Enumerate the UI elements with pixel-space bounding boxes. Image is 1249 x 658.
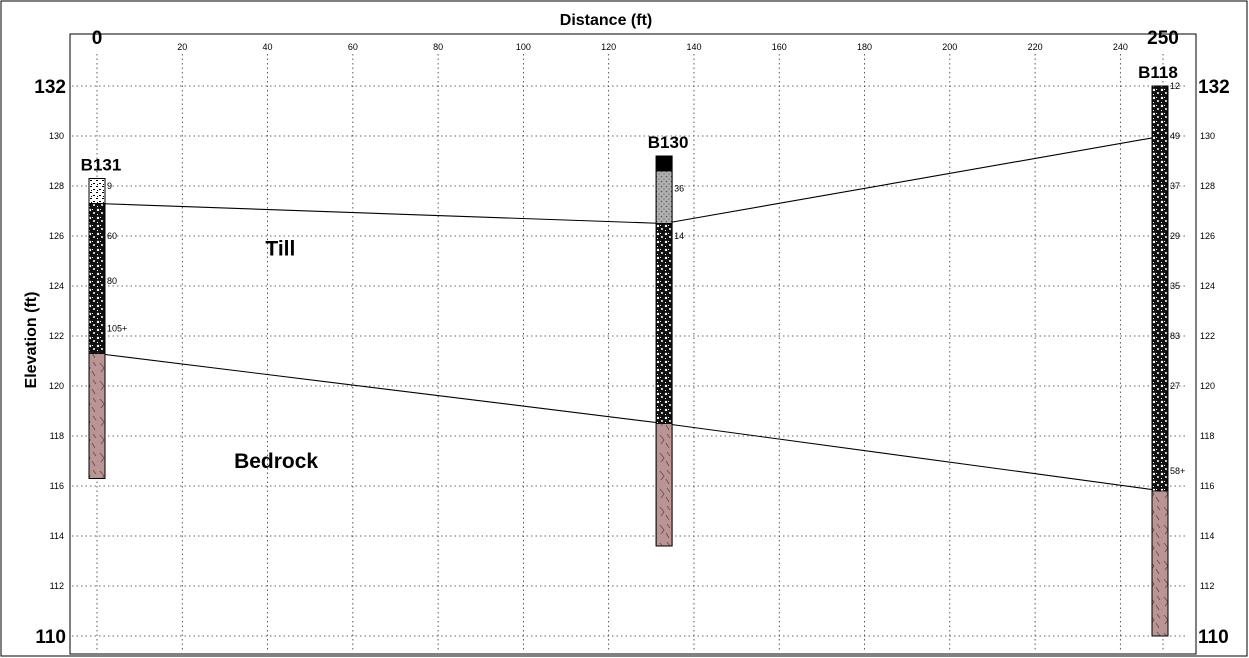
- x-tick-label: 180: [857, 42, 872, 52]
- layer-fill: [89, 179, 105, 204]
- y-tick-label-right: 124: [1200, 281, 1215, 291]
- blow-count-label: 9: [107, 181, 112, 191]
- y-tick-label-left: 112: [50, 581, 64, 591]
- y-axis-title: Elevation (ft): [23, 292, 40, 389]
- y-tick-label-right: 118: [1200, 431, 1214, 441]
- blow-count-label: 36: [674, 184, 684, 194]
- x-tick-label: 160: [772, 42, 787, 52]
- region-label-bedrock: Bedrock: [234, 450, 318, 473]
- y-tick-label-left: 116: [50, 481, 64, 491]
- boring-label: B118: [1138, 63, 1178, 82]
- plot-border: [70, 34, 1196, 654]
- region-label-till: Till: [265, 238, 295, 261]
- layer-till: [656, 224, 672, 424]
- x-tick-label: 100: [516, 42, 531, 52]
- y-end-label-right-bottom: 110: [1198, 627, 1229, 648]
- y-end-label-left-bottom: 110: [35, 627, 66, 648]
- y-tick-label-left: 126: [49, 231, 64, 241]
- blow-count-label: 49: [1170, 131, 1180, 141]
- y-end-label-right-top: 132: [1198, 77, 1230, 98]
- blow-count-label: 35: [1170, 281, 1180, 291]
- y-tick-label-right: 116: [1200, 481, 1214, 491]
- y-tick-label-right: 128: [1200, 181, 1215, 191]
- blow-count-label: 80: [107, 276, 117, 286]
- y-tick-label-right: 126: [1200, 231, 1215, 241]
- blow-count-label: 105+: [107, 324, 127, 334]
- layer-topsoil: [656, 156, 672, 171]
- grid: [72, 54, 1185, 652]
- x-tick-label: 20: [177, 42, 187, 52]
- x-tick-label: 240: [1113, 42, 1128, 52]
- layer-till: [89, 204, 105, 354]
- blow-count-label: 37: [1170, 181, 1180, 191]
- y-tick-label-left: 128: [49, 181, 64, 191]
- blow-count-label: 27: [1170, 381, 1180, 391]
- layer-bedrock: [1152, 491, 1168, 636]
- y-tick-label-right: 122: [1200, 331, 1215, 341]
- boring-label: B131: [81, 156, 122, 175]
- y-tick-label-left: 114: [50, 531, 64, 541]
- y-tick-label-right: 120: [1200, 381, 1215, 391]
- layer-sand: [656, 171, 672, 224]
- blow-count-label: 29: [1170, 231, 1180, 241]
- blow-count-label: 58+: [1170, 466, 1185, 476]
- boring-b130: [656, 156, 672, 546]
- y-tick-label-left: 130: [49, 131, 64, 141]
- boring-b118: [1152, 86, 1168, 636]
- y-tick-label-right: 130: [1200, 131, 1215, 141]
- boring-b131: [89, 179, 105, 479]
- y-tick-label-left: 118: [50, 431, 64, 441]
- y-tick-label-left: 120: [49, 381, 64, 391]
- y-tick-label-left: 124: [49, 281, 64, 291]
- contact-line-till-top: [97, 136, 1163, 224]
- layer-till: [1152, 86, 1168, 491]
- x-tick-label: 140: [686, 42, 701, 52]
- y-tick-label-right: 114: [1200, 531, 1214, 541]
- y-tick-label-left: 122: [49, 331, 64, 341]
- x-end-label-right: 250: [1147, 28, 1179, 49]
- layer-bedrock: [89, 354, 105, 479]
- x-tick-label: 40: [263, 42, 273, 52]
- layer-bedrock: [656, 424, 672, 547]
- y-tick-label-right: 112: [1200, 581, 1214, 591]
- x-tick-label: 80: [433, 42, 443, 52]
- blow-count-label: 12: [1170, 81, 1180, 91]
- x-tick-label: 220: [1028, 42, 1043, 52]
- boring-label: B130: [648, 133, 689, 152]
- y-end-label-left-top: 132: [34, 77, 66, 98]
- x-tick-label: 60: [348, 42, 358, 52]
- x-end-label-left: 0: [92, 28, 103, 49]
- x-axis-title: Distance (ft): [560, 12, 652, 29]
- blow-count-label: 14: [674, 231, 684, 241]
- x-tick-label: 120: [601, 42, 616, 52]
- blow-count-label: 83: [1170, 331, 1180, 341]
- x-tick-label: 200: [942, 42, 957, 52]
- blow-count-label: 60: [107, 231, 117, 241]
